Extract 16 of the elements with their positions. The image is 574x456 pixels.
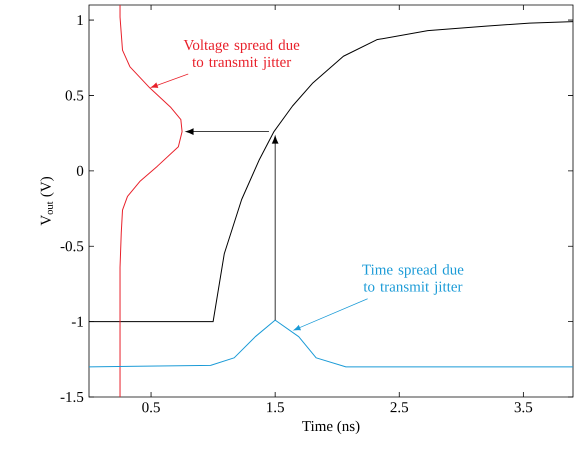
annotation: Time spread due to transmit jitter — [362, 264, 464, 295]
y-axis-title: V$_{out}$ (V) — [40, 176, 54, 226]
annotation: Voltage spread due to transmit jitter — [184, 39, 300, 70]
y-tick-label: -0.5 — [60, 241, 84, 252]
y-tick-label: -1.5 — [60, 392, 84, 402]
y-tick-label: -1 — [72, 316, 83, 327]
x-tick-label: 1.5 — [267, 402, 284, 412]
y-tick-label: 0 — [76, 166, 84, 176]
line-series — [89, 320, 573, 368]
x-axis-title: Time (ns) — [302, 420, 360, 434]
y-tick-label: 1 — [78, 15, 83, 26]
y-tick-label: 0.5 — [66, 90, 84, 101]
x-tick-label: 2.5 — [390, 402, 408, 412]
x-tick-label: 0.5 — [142, 402, 160, 412]
line-series — [120, 4, 183, 397]
x-tick-label: 3.5 — [514, 402, 532, 412]
